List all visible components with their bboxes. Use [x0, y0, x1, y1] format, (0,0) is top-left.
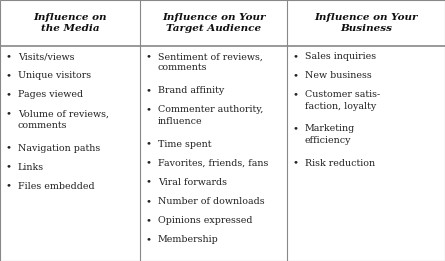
Text: •: •	[292, 52, 298, 61]
Text: •: •	[5, 71, 11, 80]
Text: •: •	[146, 159, 151, 168]
Text: •: •	[292, 124, 298, 133]
Text: •: •	[5, 144, 11, 152]
Text: Sales inquiries: Sales inquiries	[305, 52, 376, 61]
Text: •: •	[146, 140, 151, 149]
Text: •: •	[146, 216, 151, 225]
Text: Volume of reviews,
comments: Volume of reviews, comments	[18, 109, 109, 130]
Text: •: •	[5, 52, 11, 61]
Text: Customer satis-
faction, loyalty: Customer satis- faction, loyalty	[305, 90, 380, 111]
Text: •: •	[146, 178, 151, 187]
Text: Opinions expressed: Opinions expressed	[158, 216, 252, 225]
Text: Marketing
efficiency: Marketing efficiency	[305, 124, 355, 145]
Text: •: •	[5, 163, 11, 171]
Text: Sentiment of reviews,
comments: Sentiment of reviews, comments	[158, 52, 263, 73]
Text: Unique visitors: Unique visitors	[18, 71, 91, 80]
Text: •: •	[146, 52, 151, 61]
Text: Membership: Membership	[158, 235, 219, 244]
Text: •: •	[146, 197, 151, 206]
Text: Navigation paths: Navigation paths	[18, 144, 100, 152]
Text: •: •	[5, 182, 11, 191]
Text: •: •	[146, 235, 151, 244]
Text: Files embedded: Files embedded	[18, 182, 94, 191]
Text: Influence on Your
Business: Influence on Your Business	[314, 13, 418, 33]
Text: Viral forwards: Viral forwards	[158, 178, 227, 187]
Text: •: •	[292, 90, 298, 99]
Text: Influence on
the Media: Influence on the Media	[33, 13, 107, 33]
Text: •: •	[5, 109, 11, 118]
Text: •: •	[292, 159, 298, 168]
Text: Pages viewed: Pages viewed	[18, 90, 83, 99]
Text: •: •	[146, 105, 151, 114]
Text: •: •	[146, 86, 151, 95]
Text: Number of downloads: Number of downloads	[158, 197, 265, 206]
Text: Commenter authority,
influence: Commenter authority, influence	[158, 105, 263, 126]
Text: Visits/views: Visits/views	[18, 52, 74, 61]
Text: Favorites, friends, fans: Favorites, friends, fans	[158, 159, 268, 168]
Text: New business: New business	[305, 71, 372, 80]
Text: Brand affinity: Brand affinity	[158, 86, 224, 95]
Text: Time spent: Time spent	[158, 140, 211, 149]
Text: Risk reduction: Risk reduction	[305, 159, 375, 168]
Text: •: •	[5, 90, 11, 99]
Text: Influence on Your
Target Audience: Influence on Your Target Audience	[162, 13, 265, 33]
Text: •: •	[292, 71, 298, 80]
Text: Links: Links	[18, 163, 44, 171]
